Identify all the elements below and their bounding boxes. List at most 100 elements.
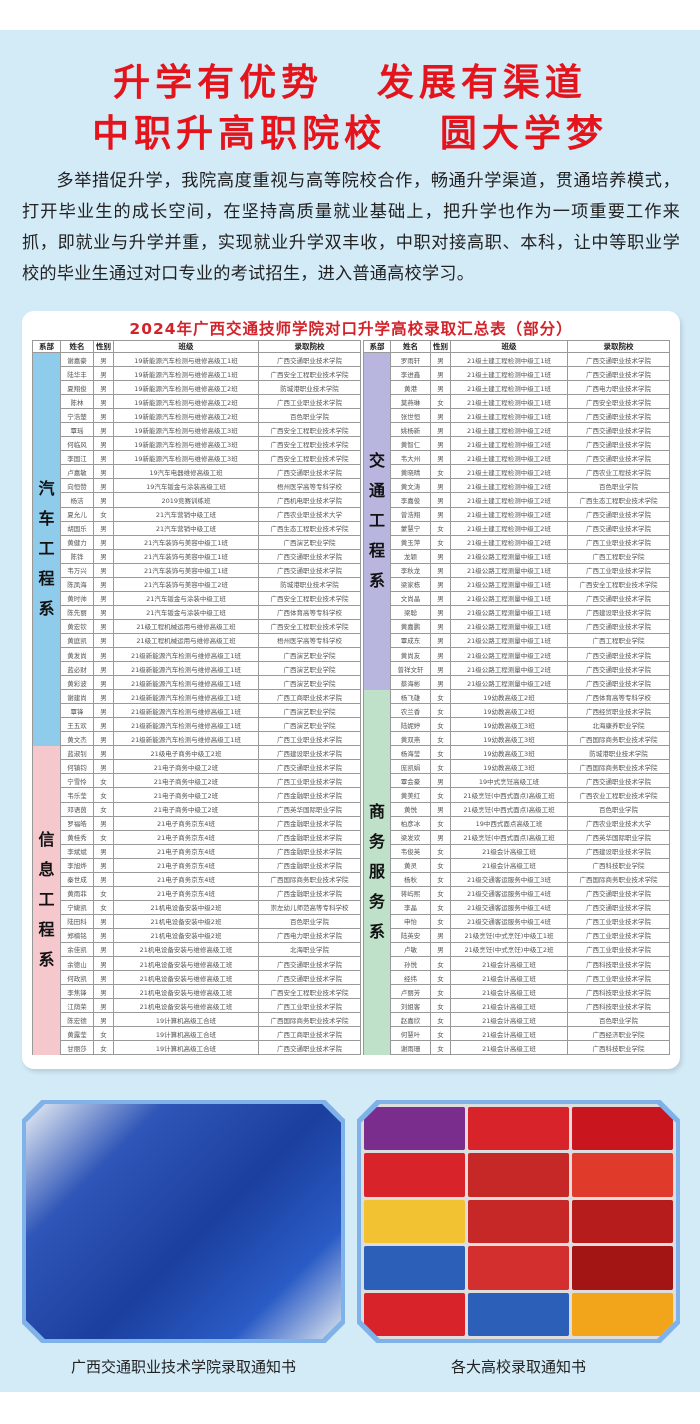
table-row: 李斌斌男 21电子商务京东4班 广西金融职业技术学院 xyxy=(33,843,361,859)
table-row: 覃锋男 21级新能源汽车检测与维修高级工1班 广西演艺职业学院 xyxy=(33,703,361,719)
name-cell: 甘丽莎 xyxy=(60,1040,94,1056)
table-row: 韦乐莹女 21电子商务中级工2班 广西金融职业技术学院 xyxy=(33,787,361,803)
gender-cell: 男 xyxy=(430,632,451,648)
gender-cell: 男 xyxy=(93,941,114,958)
class-cell: 21汽车钣金与涂装中级工班 xyxy=(113,604,259,620)
gender-cell: 男 xyxy=(93,478,114,494)
class-cell: 21级公路工程测量中级工1班 xyxy=(450,548,568,564)
class-cell: 19幼教高级工2班 xyxy=(450,703,568,719)
photo-university-admission-letters xyxy=(357,1100,680,1343)
gender-cell: 男 xyxy=(93,590,114,606)
school-cell: 广西交通职业技术学院 xyxy=(258,956,361,972)
table-row: 卢敏男 21级烹饪(中式烹饪)中级工2班 广西工业职业技术学院 xyxy=(364,941,670,958)
school-cell: 广西工业职业技术学院 xyxy=(567,970,670,986)
school-cell: 广西交通职业技术学院 xyxy=(567,422,670,438)
gender-cell: 女 xyxy=(430,1012,451,1028)
gender-cell: 女 xyxy=(93,899,114,915)
name-cell: 陈凤海 xyxy=(60,576,94,592)
table-row: 江荫荣男 21机电设备安装与维修高级工班 广西工业职业技术学院 xyxy=(33,998,361,1014)
table-row: 黄港男 21级土建工程检测中级工1班 广西电力职业技术学院 xyxy=(364,380,670,396)
name-cell: 谢嘉豪 xyxy=(60,351,94,368)
table-row: 卢嘉敏男 19汽车电器维修高级工班 广西交通职业技术学院 xyxy=(33,464,361,480)
gender-cell: 男 xyxy=(430,927,451,943)
table-row: 赵嘉欣女 21级会计高级工班 百色职业学院 xyxy=(364,1012,670,1028)
gender-cell: 女 xyxy=(93,829,114,845)
table-row: 谢雨珊女 21级会计高级工班 广西科技职业学院 xyxy=(364,1040,670,1056)
name-cell: 李斌斌 xyxy=(60,843,94,859)
name-cell: 黄彩波 xyxy=(60,675,94,691)
class-cell: 21级土建工程检测中级工2班 xyxy=(450,492,568,508)
class-cell: 21级会计高级工班 xyxy=(450,1026,568,1042)
school-cell: 广西交通职业技术学院 xyxy=(567,661,670,677)
gender-cell: 男 xyxy=(93,745,114,761)
name-cell: 黄发尚 xyxy=(60,646,94,663)
name-cell: 陈先丽 xyxy=(60,604,94,620)
school-cell: 广西交通职业技术学院 xyxy=(258,970,361,986)
class-cell: 21级公路工程测量中级工2班 xyxy=(450,646,568,663)
gender-cell: 女 xyxy=(430,520,451,536)
table-row: 谢建尚男 21级新能源汽车检测与维修高级工1班 广西工商职业技术学院 xyxy=(33,689,361,705)
class-cell: 21级公路工程测量中级工1班 xyxy=(450,576,568,592)
table-row: 黄庭凯男 21级工程机械运用与维修高级工班 梧州医学高等专科学校 xyxy=(33,632,361,648)
header-row: 系部 姓名 性别 班级 录取院校 xyxy=(363,340,670,353)
gender-cell: 男 xyxy=(93,394,114,410)
name-cell: 蓝淑钊 xyxy=(60,745,94,761)
school-cell: 广西生态工程职业技术学院 xyxy=(567,492,670,508)
school-cell: 广西演艺职业学院 xyxy=(258,534,361,550)
name-cell: 蔡海彬 xyxy=(390,675,431,691)
name-cell: 韦万兴 xyxy=(60,562,94,578)
name-cell: 宁浩楚 xyxy=(60,408,94,424)
name-cell: 陈宏德 xyxy=(60,1012,94,1028)
school-cell: 广西工业职业技术学院 xyxy=(567,941,670,958)
gender-cell: 男 xyxy=(430,618,451,634)
gender-cell: 男 xyxy=(430,492,451,508)
name-cell: 黄悦 xyxy=(390,801,431,817)
class-cell: 21级交通客运服务中级工4班 xyxy=(450,913,568,929)
table-row: 黄双燕女 19幼教高级工3班 广西国际商务职业技术学院 xyxy=(364,731,670,747)
gender-cell: 女 xyxy=(430,534,451,550)
class-cell: 19新能源汽车检测与维修高级工2班 xyxy=(113,408,259,424)
class-cell: 19新能源汽车检测与维修高级工1班 xyxy=(113,351,259,368)
column-header: 班级 xyxy=(450,340,568,353)
class-cell: 19汽车电器维修高级工班 xyxy=(113,464,259,480)
name-cell: 蒋屿熙 xyxy=(390,885,431,901)
school-cell: 广西交通职业技术学院 xyxy=(567,366,670,382)
school-cell: 广西交通职业技术学院 xyxy=(258,548,361,564)
table-row: 王五欢男 21级新能源汽车检测与维修高级工1班 广西演艺职业学院 xyxy=(33,717,361,733)
school-cell: 广西科技职业学院 xyxy=(567,857,670,873)
admission-envelope xyxy=(572,1292,673,1336)
name-cell: 蒙慧宁 xyxy=(390,520,431,536)
gender-cell: 女 xyxy=(430,759,451,775)
name-cell: 黄雨菲 xyxy=(60,885,94,901)
class-cell: 21级土建工程检测中级工2班 xyxy=(450,520,568,536)
name-cell: 陆英安 xyxy=(390,927,431,943)
table-row: 黄灵女 21级会计高级工班 广西科技职业学院 xyxy=(364,857,670,873)
table-row: 李秋龙男 21级公路工程测量中级工1班 广西工业职业技术学院 xyxy=(364,562,670,578)
name-cell: 罗福皓 xyxy=(60,815,94,831)
class-cell: 19中西式面点高级工班 xyxy=(450,815,568,831)
class-cell: 21机电设备安装与维修高级工班 xyxy=(113,984,259,1000)
admission-envelope xyxy=(364,1199,465,1244)
gender-cell: 女 xyxy=(430,998,451,1014)
name-cell: 黄双燕 xyxy=(390,731,431,747)
gender-cell: 男 xyxy=(93,956,114,972)
admission-envelope xyxy=(572,1246,673,1290)
school-cell: 广西安全工程职业技术学院 xyxy=(258,422,361,438)
admission-envelope xyxy=(572,1153,673,1197)
class-cell: 21级土建工程检测中级工2班 xyxy=(450,506,568,522)
class-cell: 21级公路工程测量中级工2班 xyxy=(450,661,568,677)
class-cell: 21级烹饪(中西式面点)高级工班 xyxy=(450,829,568,845)
class-cell: 21级新能源汽车检测与维修高级工1班 xyxy=(113,731,259,747)
table-row: 甘丽莎女 19计算机高级工合班 广西交通职业技术学院 xyxy=(33,1040,361,1056)
class-cell: 21机电设备安装与维修高级工班 xyxy=(113,956,259,972)
gender-cell: 女 xyxy=(93,787,114,803)
school-cell: 北海职业学院 xyxy=(258,941,361,958)
name-cell: 黄嘉鹏 xyxy=(390,618,431,634)
table-row: 陈铧男 21汽车装饰与美容中级工1班 广西交通职业技术学院 xyxy=(33,548,361,564)
column-header: 性别 xyxy=(430,340,451,353)
name-cell: 覃锋 xyxy=(60,703,94,719)
class-cell: 19幼教高级工3班 xyxy=(450,731,568,747)
school-cell: 广西安全工程职业技术学院 xyxy=(258,618,361,634)
school-cell: 广西演艺职业学院 xyxy=(258,717,361,733)
table-row: 黄发尚男 21级新能源汽车检测与维修高级工1班 广西演艺职业学院 xyxy=(33,646,361,663)
